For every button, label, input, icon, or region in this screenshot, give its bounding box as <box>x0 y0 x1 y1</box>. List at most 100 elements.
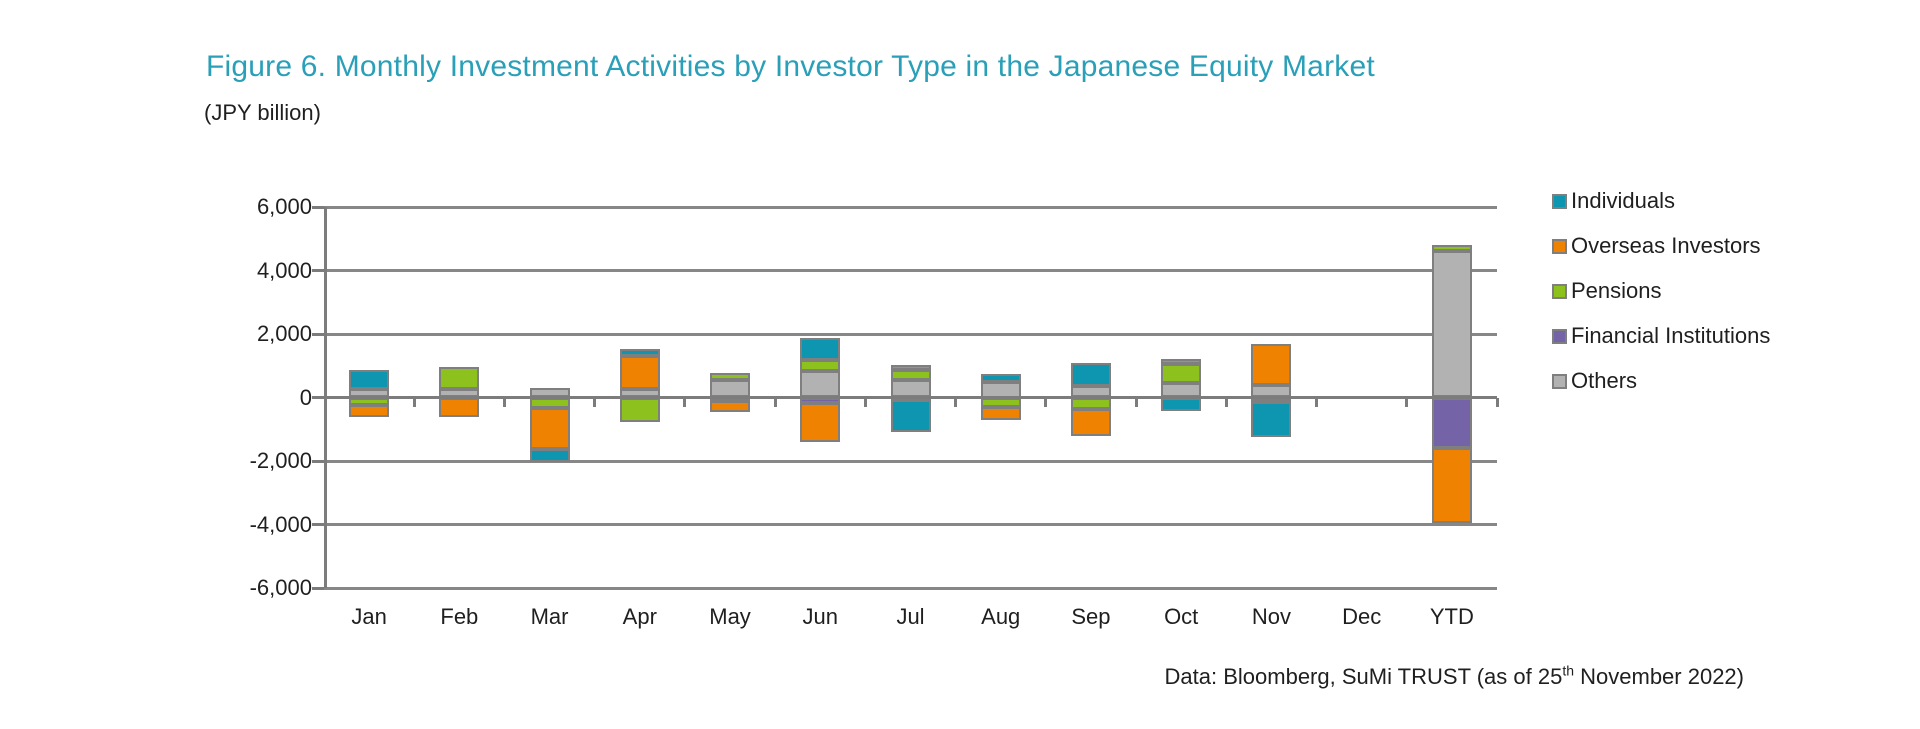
category-tick <box>502 397 506 407</box>
gridline <box>324 523 1497 526</box>
legend-label: Overseas Investors <box>1571 233 1761 258</box>
x-tick-label: YTD <box>1429 604 1474 629</box>
x-tick-label: Oct <box>1164 604 1199 629</box>
x-tick-label: May <box>709 604 751 629</box>
legend-swatch-icon <box>1552 238 1567 254</box>
gridline <box>324 586 1497 590</box>
bar-segment <box>710 380 751 398</box>
x-tick-label: Mar <box>530 604 569 629</box>
y-tick-label: -6,000 <box>249 575 312 600</box>
zero-axis-line <box>324 396 1497 399</box>
legend-label: Financial Institutions <box>1571 323 1771 348</box>
bar-segment <box>710 372 751 381</box>
legend-label: Pensions <box>1571 278 1662 303</box>
x-tick-label: Dec <box>1342 604 1382 629</box>
bar-segment <box>710 401 751 413</box>
bar-segment <box>800 338 841 361</box>
y-tick-label: -2,000 <box>249 448 312 473</box>
bar-segment <box>439 367 480 389</box>
y-tick-label: -4,000 <box>249 511 312 537</box>
gridline <box>324 269 1497 272</box>
data-source-note: Data: Bloomberg, SuMi TRUST (as of 25th … <box>1165 664 1744 690</box>
x-tick-label: Feb <box>440 604 479 629</box>
bar-segment <box>1431 245 1472 252</box>
legend-label: Others <box>1571 368 1638 393</box>
y-tick-label: 4,000 <box>256 257 312 283</box>
bar-segment <box>619 397 660 423</box>
bar-segment <box>800 370 841 398</box>
x-tick-label: Jul <box>896 604 925 629</box>
bar-segment <box>890 369 931 381</box>
bar-segment <box>890 364 931 370</box>
y-axis-tick <box>312 586 324 590</box>
x-tick-label: Apr <box>622 604 657 629</box>
bar-segment <box>1161 364 1202 384</box>
x-tick-label: Nov <box>1251 604 1291 629</box>
bar-segment <box>800 402 841 443</box>
bar-segment <box>1161 397 1202 411</box>
category-tick <box>1405 397 1409 407</box>
legend-item-overseas-investors: Overseas Investors <box>1552 233 1770 259</box>
legend-item-others: Others <box>1552 368 1770 394</box>
y-axis-tick <box>312 205 324 209</box>
category-tick <box>1495 397 1499 407</box>
bar-segment <box>1251 402 1292 438</box>
bar-segment <box>529 397 570 408</box>
category-tick <box>683 397 687 407</box>
bar-segment <box>1431 448 1472 523</box>
legend-swatch-icon <box>1552 193 1567 209</box>
category-tick <box>593 397 597 407</box>
x-tick-label: Jun <box>802 604 838 629</box>
bar-segment <box>1070 362 1111 387</box>
legend: Individuals Overseas Investors Pensions Fin… <box>1552 188 1770 413</box>
bar-segment <box>349 405 390 417</box>
y-axis-tick <box>312 523 324 526</box>
category-tick <box>773 397 777 407</box>
category-tick <box>954 397 958 407</box>
y-axis-tick <box>312 332 324 336</box>
x-tick-label: Jan <box>351 604 387 629</box>
legend-label: Individuals <box>1571 188 1675 213</box>
x-tick-label: Sep <box>1071 604 1111 629</box>
category-tick <box>863 397 867 407</box>
bar-segment <box>1070 408 1111 436</box>
y-tick-label: 6,000 <box>256 194 312 219</box>
y-axis-tick <box>312 459 324 463</box>
bar-segment <box>349 369 390 389</box>
bar-segment <box>1431 251 1472 398</box>
chart-title: Figure 6. Monthly Investment Activities … <box>206 50 1375 83</box>
y-tick-label: 0 <box>299 384 312 410</box>
bar-segment <box>1070 397 1111 409</box>
source-text-tail: November 2022) <box>1574 664 1744 689</box>
bar-segment <box>529 407 570 449</box>
category-tick <box>1315 397 1319 407</box>
bar-segment <box>619 355 660 390</box>
source-superscript: th <box>1562 662 1575 679</box>
legend-item-pensions: Pensions <box>1552 278 1770 304</box>
x-tick-label: Aug <box>981 604 1021 629</box>
legend-swatch-icon <box>1552 328 1567 344</box>
bar-segment <box>890 380 931 398</box>
category-tick <box>1224 397 1228 407</box>
gridline <box>324 459 1497 463</box>
legend-item-individuals: Individuals <box>1552 188 1770 214</box>
source-text: Data: Bloomberg, SuMi TRUST (as of 25 <box>1164 664 1563 689</box>
category-tick <box>1044 397 1048 407</box>
bar-segment <box>439 397 480 417</box>
legend-item-financial-institutions: Financial Institutions <box>1552 323 1770 349</box>
bar-segment <box>800 360 841 371</box>
bar-segment <box>1251 343 1292 385</box>
category-tick <box>412 397 416 407</box>
bar-segment <box>1431 397 1472 449</box>
gridline <box>324 332 1497 336</box>
y-axis-tick <box>312 269 324 272</box>
legend-swatch-icon <box>1552 373 1567 389</box>
bar-segment <box>529 448 570 463</box>
bar-segment <box>619 348 660 356</box>
bar-segment <box>890 400 931 432</box>
gridline <box>324 205 1497 209</box>
axis-unit-label: (JPY billion) <box>204 100 321 125</box>
bar-segment <box>980 407 1021 420</box>
y-axis-tick <box>312 396 324 399</box>
